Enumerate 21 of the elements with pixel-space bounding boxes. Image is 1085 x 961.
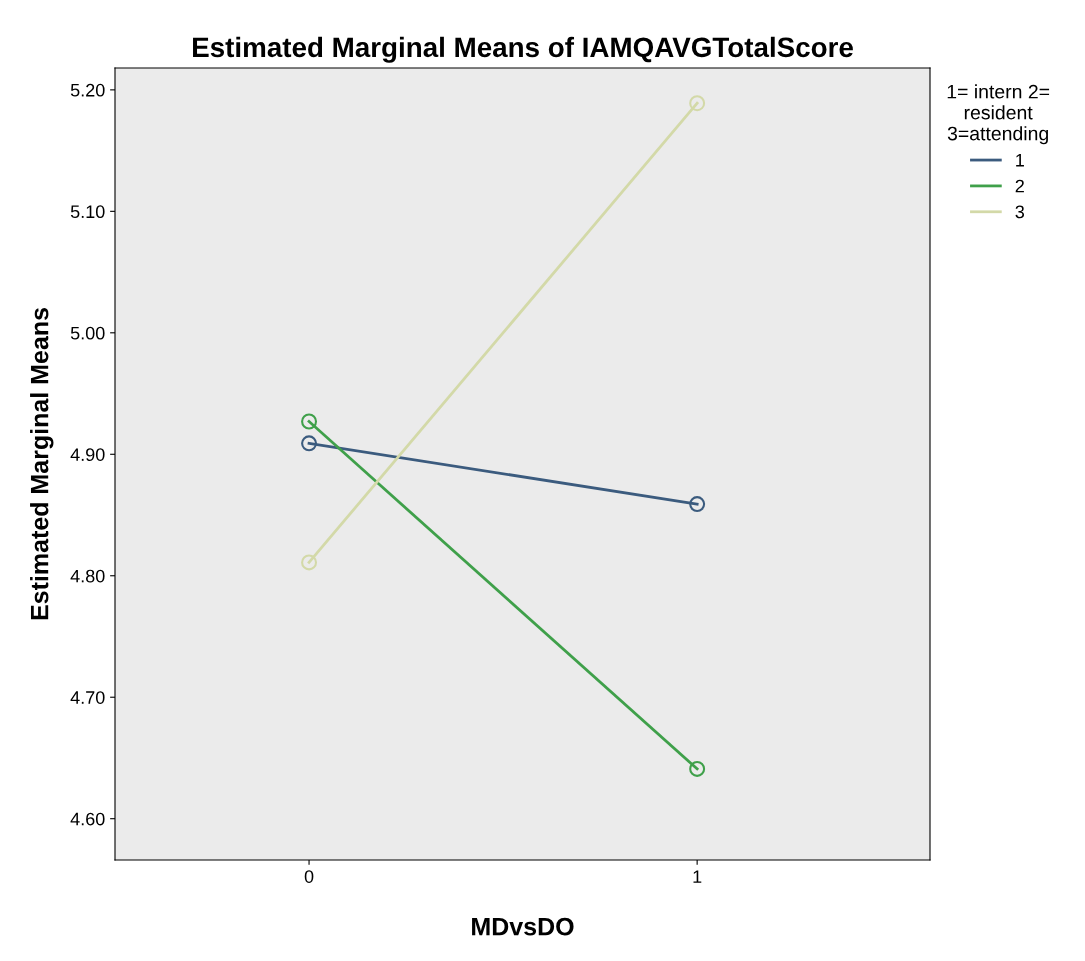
legend-label: 2 <box>1015 179 1024 193</box>
legend-label: 1 <box>1016 153 1024 167</box>
point <box>689 760 706 777</box>
y-tick-label: 4.60 <box>70 812 105 826</box>
point <box>301 435 318 452</box>
y-tick-label: 4.90 <box>70 448 105 461</box>
x-tick-label: 0 <box>304 870 314 883</box>
point <box>301 413 318 430</box>
legend-title: 1= intern 2= resident 3=attending <box>947 84 1050 145</box>
y-tick-label: 5.00 <box>70 326 105 340</box>
y-tick-label: 4.80 <box>70 569 105 583</box>
point <box>689 95 706 112</box>
point <box>301 554 318 571</box>
legend-label: 3 <box>1015 205 1025 219</box>
x-axis-title: MDvsDO <box>472 917 574 936</box>
y-tick-label: 5.10 <box>70 205 105 219</box>
y-tick-label: 5.20 <box>70 83 105 97</box>
y-axis-title: Estimated Marginal Means <box>30 308 54 620</box>
chart-title: Estimated Marginal Means of IAMQAVGTotalScore <box>193 36 853 63</box>
y-tick-label: 4.70 <box>70 691 105 704</box>
point <box>689 496 706 513</box>
